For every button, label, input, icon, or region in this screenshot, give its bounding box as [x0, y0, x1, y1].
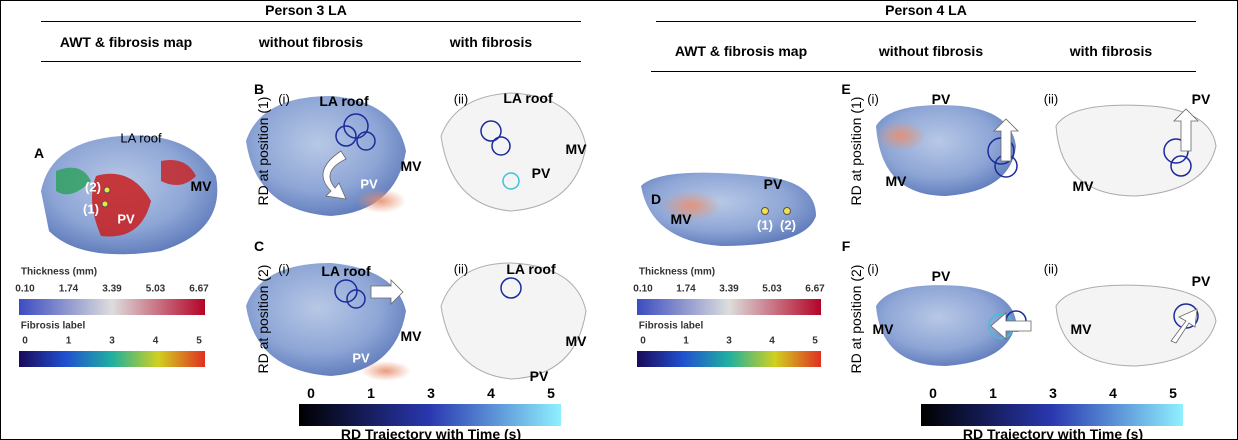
- colorbar-tick: 0: [640, 336, 646, 347]
- sub-label: (ii): [1044, 262, 1058, 277]
- person-title: Person 3 LA: [265, 2, 347, 18]
- row-label: RD at position (1): [848, 97, 864, 206]
- anatomy-label: PV: [532, 165, 551, 181]
- person-title: Person 4 LA: [885, 2, 967, 18]
- column-header: AWT & fibrosis map: [675, 43, 807, 59]
- colorbar-tick: 1: [683, 336, 689, 347]
- rule: [651, 71, 1196, 72]
- anatomy-label: MV: [566, 141, 587, 157]
- colorbar-tick: 3: [109, 336, 115, 347]
- colorbar-tick: 6.67: [805, 284, 824, 295]
- anatomy-label: PV: [117, 212, 134, 227]
- panel-letter: E: [841, 81, 850, 97]
- rule: [41, 61, 581, 62]
- heart-renders: [41, 93, 1216, 381]
- anatomy-label: (1): [83, 202, 99, 217]
- anatomy-label: MV: [1073, 178, 1094, 194]
- anatomy-label: LA roof: [506, 261, 555, 277]
- colorbar-tick: 4: [1109, 385, 1117, 401]
- column-header: without fibrosis: [879, 43, 983, 59]
- colorbar-tick: 4: [153, 336, 159, 347]
- anatomy-label: PV: [530, 368, 549, 384]
- colorbar-tick: 1.74: [676, 284, 695, 295]
- panel-letter: C: [254, 238, 264, 254]
- colorbar-tick: 4: [487, 385, 495, 401]
- colorbar-title: Thickness (mm): [639, 267, 715, 278]
- colorbar-tick: 5: [547, 385, 555, 401]
- anatomy-label: MV: [401, 158, 422, 174]
- column-header: AWT & fibrosis map: [60, 34, 192, 50]
- colorbar-tick: 3.39: [102, 284, 121, 295]
- column-header: without fibrosis: [259, 34, 363, 50]
- sub-label: (i): [867, 262, 879, 277]
- colorbar-tick: 5: [1169, 385, 1177, 401]
- colorbar-title: RD Trajectory with Time (s): [341, 426, 521, 440]
- colorbar-tick: 5.03: [762, 284, 781, 295]
- colorbar-tick: 1: [989, 385, 997, 401]
- anatomy-label: (2): [780, 218, 796, 233]
- sub-label: (i): [278, 262, 290, 277]
- row-label: RD at position (2): [848, 265, 864, 374]
- figure: Person 3 LA Person 4 LA AWT & fibrosis map…: [0, 0, 1238, 440]
- anatomy-label: LA roof: [319, 93, 368, 109]
- sub-label: (ii): [1044, 92, 1058, 107]
- colorbar-tick: 1: [367, 385, 375, 401]
- panel-letter: F: [842, 238, 851, 254]
- sub-label: (i): [867, 92, 879, 107]
- anatomy-label: PV: [932, 91, 951, 107]
- anatomy-label: MV: [191, 178, 212, 194]
- anatomy-label: (2): [85, 180, 101, 195]
- anatomy-label: MV: [566, 333, 587, 349]
- colorbar-tick: 3.39: [719, 284, 738, 295]
- anatomy-label: PV: [764, 176, 783, 192]
- anatomy-label: MV: [401, 328, 422, 344]
- anatomy-label: MV: [1071, 321, 1092, 337]
- colorbar-tick: 0.10: [15, 284, 34, 295]
- panel-letter: B: [254, 81, 264, 97]
- column-header: with fibrosis: [450, 34, 532, 50]
- row-label: RD at position (2): [255, 265, 271, 374]
- anatomy-label: MV: [873, 321, 894, 337]
- colorbar-title: RD Trajectory with Time (s): [963, 426, 1143, 440]
- anatomy-label: PV: [1192, 91, 1211, 107]
- anatomy-label: LA roof: [120, 131, 161, 146]
- colorbar-tick: 1.74: [59, 284, 78, 295]
- anatomy-label: LA roof: [321, 263, 370, 279]
- anatomy-label: PV: [1192, 273, 1211, 289]
- colorbar-tick: 0: [307, 385, 315, 401]
- anatomy-label: (1): [757, 218, 773, 233]
- rule: [656, 21, 1196, 22]
- colorbar-tick: 5: [812, 336, 818, 347]
- colorbar-tick: 0.10: [633, 284, 652, 295]
- panel-letter: D: [651, 191, 661, 207]
- colorbar-title: Fibrosis label: [639, 321, 703, 332]
- column-header: with fibrosis: [1070, 43, 1152, 59]
- colorbar-tick: 6.67: [189, 284, 208, 295]
- anatomy-label: PV: [352, 351, 369, 366]
- colorbar-tick: 0: [22, 336, 28, 347]
- colorbar-tick: 5: [196, 336, 202, 347]
- sub-label: (ii): [454, 92, 468, 107]
- colorbar-tick: 0: [929, 385, 937, 401]
- sub-label: (ii): [454, 262, 468, 277]
- sub-label: (i): [278, 92, 290, 107]
- anatomy-label: MV: [671, 211, 692, 227]
- anatomy-label: PV: [360, 177, 377, 192]
- anatomy-label: PV: [932, 268, 951, 284]
- colorbar-tick: 3: [726, 336, 732, 347]
- anatomy-label: LA roof: [503, 90, 552, 106]
- colorbar-title: Fibrosis label: [21, 321, 85, 332]
- row-label: RD at position (1): [255, 97, 271, 206]
- anatomy-label: MV: [886, 173, 907, 189]
- colorbar-tick: 5.03: [146, 284, 165, 295]
- colorbar-tick: 3: [1049, 385, 1057, 401]
- colorbar-tick: 3: [427, 385, 435, 401]
- colorbar-tick: 4: [769, 336, 775, 347]
- rule: [41, 21, 581, 22]
- panel-letter: A: [34, 145, 44, 161]
- colorbar-tick: 1: [66, 336, 72, 347]
- renders: [1, 1, 1237, 439]
- colorbar-title: Thickness (mm): [21, 267, 97, 278]
